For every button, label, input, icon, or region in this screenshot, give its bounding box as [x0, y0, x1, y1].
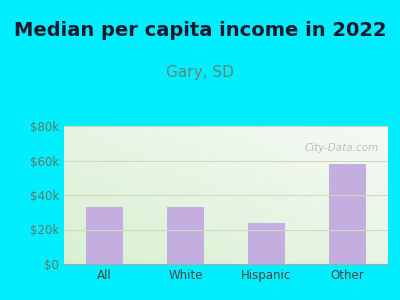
Text: City-Data.com: City-Data.com	[304, 142, 378, 153]
Text: Median per capita income in 2022: Median per capita income in 2022	[14, 20, 386, 40]
Bar	[329, 164, 366, 264]
Bar	[248, 223, 285, 264]
Bar	[167, 207, 204, 264]
Text: Gary, SD: Gary, SD	[166, 64, 234, 80]
Bar	[86, 207, 123, 264]
